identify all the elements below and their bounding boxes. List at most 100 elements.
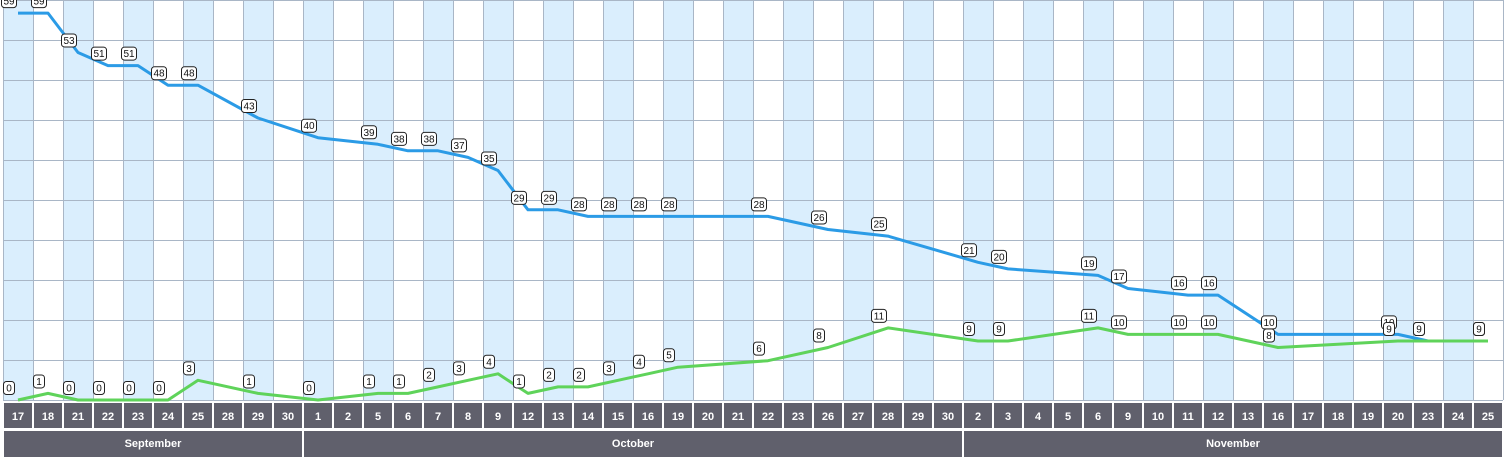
- data-label-text: 19: [1083, 259, 1095, 270]
- day-tick-cell: [964, 403, 992, 428]
- data-label-box: [601, 197, 617, 212]
- day-tick-label: 18: [42, 411, 54, 423]
- data-label-box: [963, 321, 975, 336]
- day-tick-label: 16: [642, 411, 654, 423]
- day-tick-label: 21: [732, 411, 744, 423]
- data-label-box: [243, 374, 255, 389]
- day-tick-cell: [274, 403, 302, 428]
- x-axis-month-bar: September October November: [4, 431, 1502, 457]
- data-label-text: 1: [36, 377, 42, 388]
- day-tick-label: 12: [522, 411, 534, 423]
- data-label-text: 0: [126, 384, 132, 395]
- day-tick-cell: [1294, 403, 1322, 428]
- day-tick-label: 24: [162, 411, 175, 423]
- data-label-text: 51: [93, 49, 105, 60]
- data-label-text: 38: [423, 134, 435, 145]
- data-label-text: 37: [453, 141, 465, 152]
- day-tick-cell: [1444, 403, 1472, 428]
- day-tick-label: 15: [612, 411, 624, 423]
- data-label-text: 28: [573, 200, 585, 211]
- data-label-box: [241, 99, 257, 114]
- data-label-text: 6: [756, 344, 762, 355]
- day-tick-label: 18: [1332, 411, 1344, 423]
- data-label: 11: [871, 308, 887, 323]
- data-label-text: 26: [813, 213, 825, 224]
- data-label: 1: [513, 374, 525, 389]
- data-label-box: [1081, 308, 1097, 323]
- data-label-text: 8: [1266, 331, 1272, 342]
- data-label: 9: [1413, 321, 1425, 336]
- data-label: 10: [1261, 315, 1277, 330]
- data-label-text: 0: [66, 384, 72, 395]
- data-label-text: 16: [1203, 279, 1215, 290]
- data-label: 21: [961, 243, 977, 258]
- day-tick-label: 6: [1095, 411, 1101, 423]
- month-cell: [964, 431, 1502, 457]
- data-label-box: [573, 367, 585, 382]
- data-label: 1: [393, 374, 405, 389]
- day-tick-cell: [244, 403, 272, 428]
- data-label-text: 10: [1113, 318, 1125, 329]
- data-label: 1: [363, 374, 375, 389]
- data-label: 39: [361, 125, 377, 140]
- day-tick-label: 23: [132, 411, 144, 423]
- day-tick-cell: [4, 403, 32, 428]
- data-label-box: [1201, 315, 1217, 330]
- data-label: 51: [91, 46, 107, 61]
- day-tick-cell: [934, 403, 962, 428]
- day-tick-cell: [544, 403, 572, 428]
- data-label-text: 9: [1416, 324, 1422, 335]
- data-label-text: 10: [1263, 318, 1275, 329]
- day-tick-label: 22: [762, 411, 774, 423]
- day-tick-cell: [784, 403, 812, 428]
- data-label-box: [603, 361, 615, 376]
- day-tick-label: 9: [495, 411, 501, 423]
- day-tick-label: 21: [72, 411, 84, 423]
- data-label-box: [31, 0, 47, 9]
- day-tick-label: 13: [552, 411, 564, 423]
- data-label-text: 29: [543, 193, 555, 204]
- day-tick-label: 5: [375, 411, 381, 423]
- data-label-box: [393, 374, 405, 389]
- data-label: 3: [603, 361, 615, 376]
- day-tick-label: 25: [1482, 411, 1494, 423]
- day-tick-cell: [604, 403, 632, 428]
- day-tick-label: 30: [942, 411, 954, 423]
- data-label-text: 11: [1084, 311, 1095, 322]
- data-label: 5: [663, 348, 675, 363]
- data-label: 0: [3, 381, 15, 395]
- day-tick-label: 27: [852, 411, 864, 423]
- data-label-text: 0: [96, 384, 102, 395]
- data-label-box: [543, 367, 555, 382]
- day-tick-cell: [724, 403, 752, 428]
- data-label-text: 4: [636, 357, 642, 368]
- data-label: 9: [1383, 321, 1395, 336]
- data-label: 48: [151, 66, 167, 81]
- data-label-box: [183, 361, 195, 376]
- day-tick-cell: [94, 403, 122, 428]
- day-tick-cell: [1174, 403, 1202, 428]
- data-label-box: [811, 210, 827, 225]
- day-tick-cell: [1414, 403, 1442, 428]
- data-label-box: [1383, 321, 1395, 336]
- data-label-box: [993, 321, 1005, 336]
- data-label: 28: [751, 197, 767, 212]
- data-label: 9: [993, 321, 1005, 336]
- data-label-box: [633, 354, 645, 369]
- data-label-text: 2: [546, 370, 552, 381]
- data-label: 10: [1171, 315, 1187, 330]
- data-label-box: [123, 381, 135, 395]
- day-tick-label: 11: [1182, 411, 1194, 423]
- day-tick-cell: [484, 403, 512, 428]
- day-tick-label: 12: [1212, 411, 1224, 423]
- data-label-text: 2: [426, 370, 432, 381]
- day-tick-cell: [1264, 403, 1292, 428]
- data-label: 2: [573, 367, 585, 382]
- data-label-text: 16: [1173, 279, 1185, 290]
- data-label: 53: [61, 33, 77, 48]
- data-label-box: [1081, 256, 1097, 271]
- day-tick-cell: [1204, 403, 1232, 428]
- month-label: October: [612, 438, 655, 450]
- data-label-text: 5: [666, 351, 672, 362]
